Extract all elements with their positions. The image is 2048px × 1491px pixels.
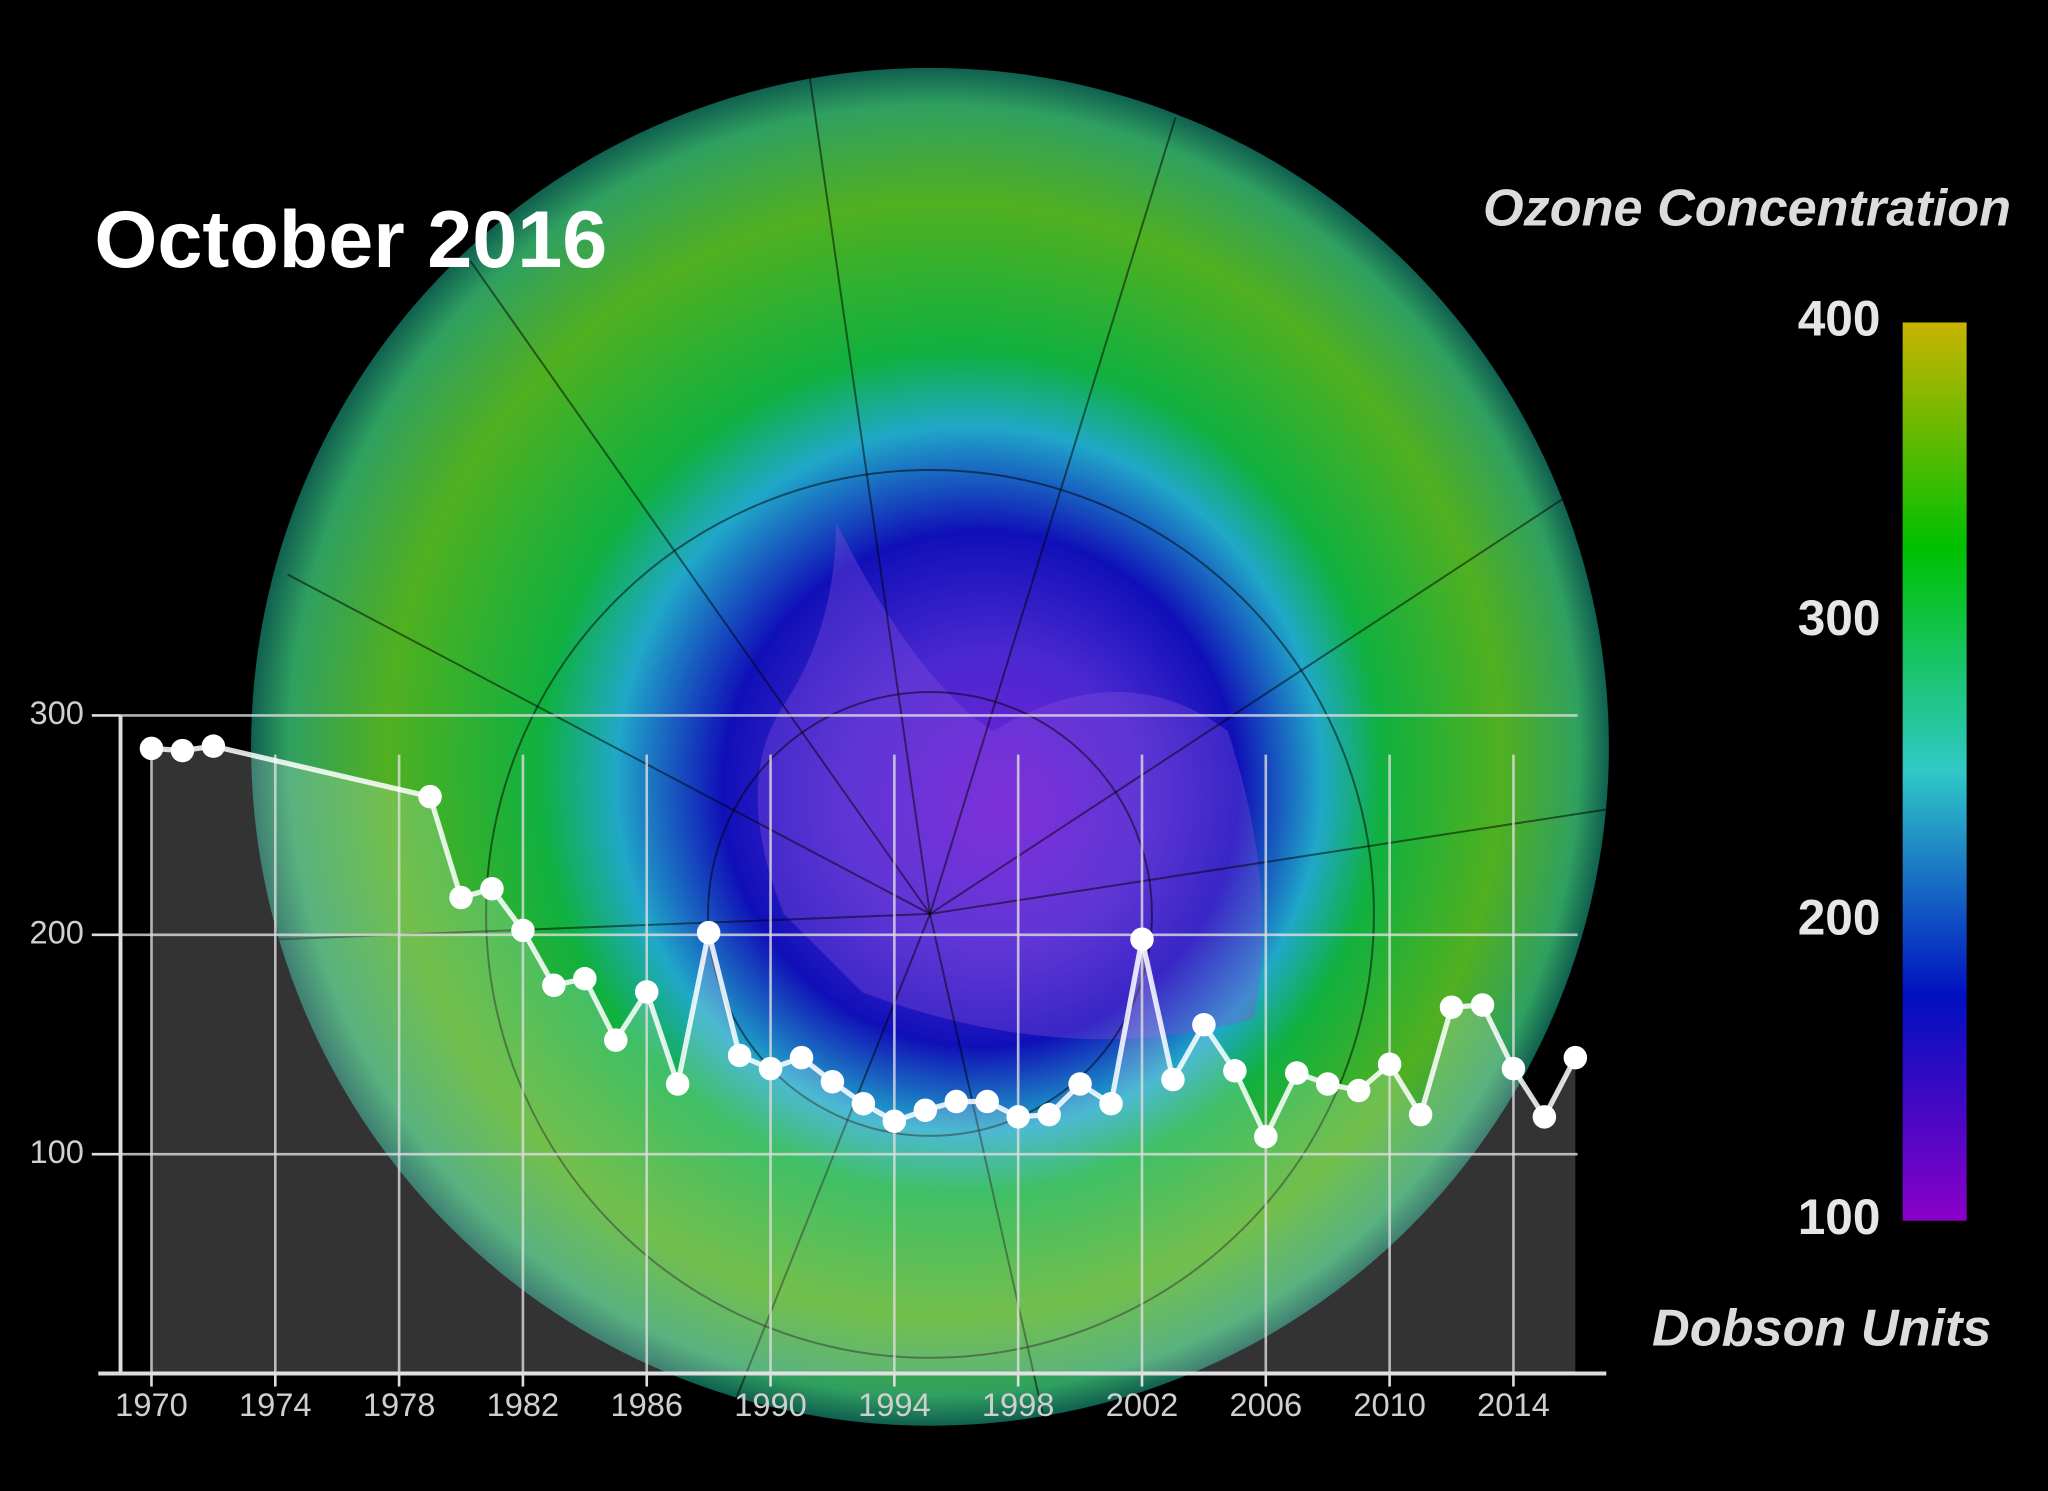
- antarctica: [757, 522, 1263, 1040]
- x-tick-label: 1990: [734, 1386, 807, 1423]
- point: [1285, 1061, 1309, 1085]
- x-tick-label: 1998: [982, 1386, 1055, 1423]
- point: [1346, 1078, 1371, 1103]
- x-tick-label: 2010: [1353, 1386, 1426, 1423]
- colorbar: [1902, 322, 1967, 1221]
- x-tick-label: 2014: [1477, 1386, 1550, 1423]
- point: [758, 1056, 783, 1081]
- colorbar-title: Ozone Concentration: [1483, 179, 2011, 237]
- x-tick-label: 1982: [487, 1386, 560, 1423]
- x-tick-label: 1970: [115, 1386, 188, 1423]
- point: [913, 1098, 938, 1123]
- point: [634, 980, 659, 1004]
- point: [1377, 1052, 1402, 1076]
- point: [851, 1091, 876, 1116]
- x-tick-label: 2002: [1106, 1386, 1179, 1423]
- y-tick-label: 100: [30, 1133, 84, 1170]
- point: [1223, 1059, 1247, 1083]
- point: [1006, 1105, 1030, 1129]
- point: [449, 885, 473, 910]
- point: [418, 784, 442, 809]
- plot: 100 200 300 1970 1974 1978 1982 1986 1990 1994 199…: [30, 291, 1967, 1423]
- point: [1254, 1124, 1278, 1149]
- colorbar-unit: Dobson Units: [1652, 1300, 1991, 1358]
- point: [1408, 1102, 1433, 1127]
- point: [573, 966, 597, 991]
- point: [1470, 993, 1495, 1017]
- point: [1068, 1072, 1092, 1096]
- point: [1315, 1072, 1340, 1096]
- point: [1161, 1067, 1185, 1092]
- point: [665, 1072, 690, 1096]
- point: [1192, 1012, 1216, 1037]
- point: [882, 1109, 907, 1134]
- point: [975, 1089, 999, 1114]
- x-tick-label: 1986: [610, 1386, 683, 1423]
- point: [820, 1070, 845, 1094]
- x-tick-label: 1994: [858, 1386, 931, 1423]
- point: [170, 738, 195, 763]
- point: [139, 736, 164, 761]
- y-tick-label: 300: [30, 694, 84, 731]
- point: [201, 734, 226, 758]
- point: [480, 877, 504, 901]
- globe: [251, 67, 1609, 1426]
- point: [542, 973, 566, 998]
- globe-disc: [251, 67, 1609, 1426]
- point: [1532, 1105, 1557, 1129]
- point: [511, 918, 535, 943]
- point: [789, 1045, 814, 1070]
- point: [696, 920, 721, 945]
- point: [604, 1028, 628, 1052]
- area: [151, 746, 1576, 1374]
- point: [1439, 995, 1464, 1019]
- point: [1130, 927, 1154, 951]
- y-tick-label: 200: [30, 913, 84, 950]
- colorbar-tick-label: 300: [1798, 590, 1881, 646]
- colorbar-tick-label: 400: [1798, 291, 1881, 347]
- point: [1037, 1102, 1061, 1127]
- point: [1563, 1045, 1588, 1070]
- point: [1099, 1091, 1123, 1116]
- x-tick-label: 1978: [363, 1386, 436, 1423]
- point: [727, 1043, 752, 1068]
- point: [1501, 1056, 1526, 1081]
- x-tick-label: 2006: [1230, 1386, 1303, 1423]
- x-tick-label: 1974: [239, 1386, 312, 1423]
- graticule: [261, 78, 1607, 1424]
- point: [944, 1089, 969, 1114]
- chart-title: October 2016: [94, 195, 607, 285]
- colorbar-tick-label: 200: [1798, 889, 1881, 945]
- colorbar-tick-label: 100: [1798, 1189, 1881, 1245]
